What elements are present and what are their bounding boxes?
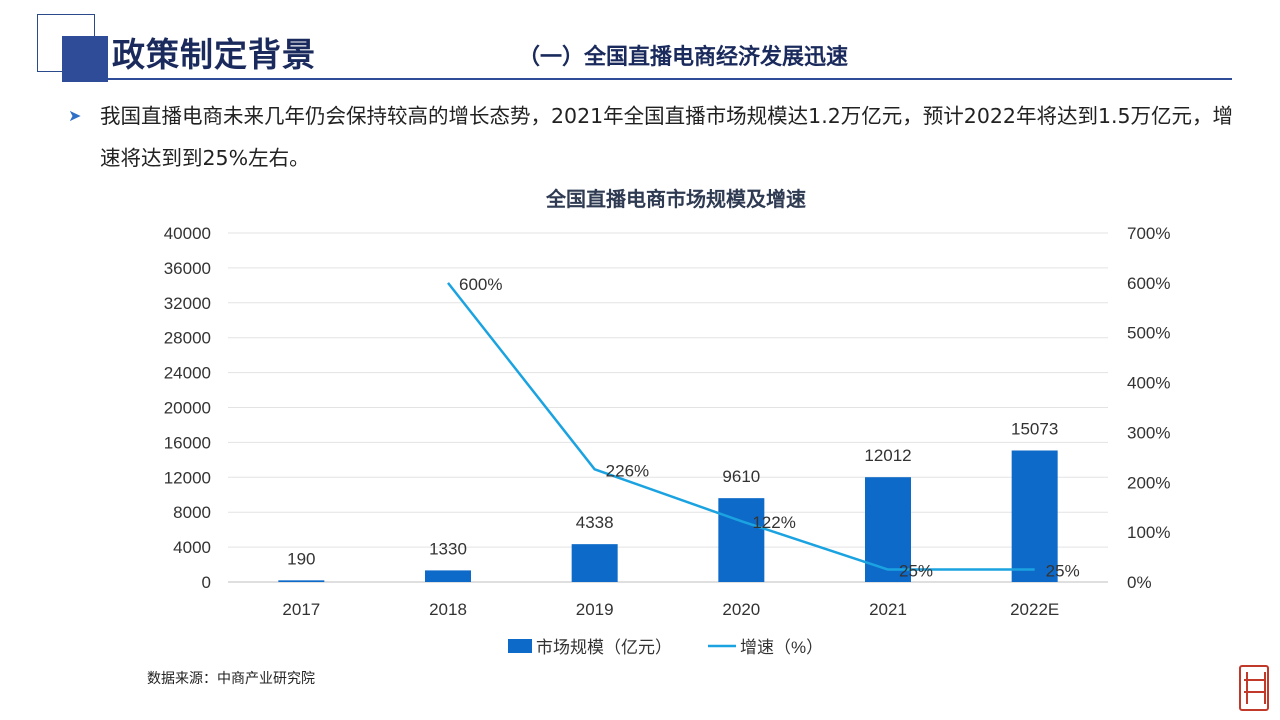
header-divider [95, 78, 1232, 80]
section-subtitle: （一）全国直播电商经济发展迅速 [518, 45, 849, 70]
line-data-label: 122% [752, 513, 795, 532]
y-left-tick-label: 16000 [164, 433, 211, 452]
y-left-tick-label: 8000 [173, 503, 211, 522]
y-left-tick-label: 20000 [164, 399, 211, 418]
y-right-tick-label: 600% [1127, 274, 1170, 293]
x-tick-label: 2017 [282, 600, 320, 619]
y-left-tick-label: 32000 [164, 294, 211, 313]
intro-paragraph: 我国直播电商未来几年仍会保持较高的增长态势，2021年全国直播市场规模达1.2万… [100, 104, 1234, 170]
bar-data-label: 190 [287, 549, 315, 568]
legend-label: 增速（%） [740, 638, 823, 657]
line-data-label: 25% [899, 562, 933, 581]
x-tick-label: 2020 [722, 600, 760, 619]
bar [1011, 450, 1058, 582]
line-data-label: 600% [459, 275, 502, 294]
bar [278, 580, 325, 582]
bar-data-label: 9610 [722, 467, 760, 486]
y-left-tick-label: 0 [202, 573, 211, 592]
y-left-tick-label: 24000 [164, 364, 211, 383]
y-left-tick-label: 12000 [164, 468, 211, 487]
y-right-tick-label: 700% [1127, 224, 1170, 243]
y-left-tick-label: 4000 [173, 538, 211, 557]
line-data-label: 25% [1046, 562, 1080, 581]
line-data-label: 226% [606, 461, 649, 480]
y-right-tick-label: 400% [1127, 374, 1170, 393]
x-tick-label: 2019 [576, 600, 614, 619]
data-source: 数据来源：中商产业研究院 [147, 671, 315, 687]
x-tick-label: 2021 [869, 600, 907, 619]
y-left-tick-label: 36000 [164, 259, 211, 278]
page-title: 政策制定背景 [112, 35, 316, 74]
legend-label: 市场规模（亿元） [536, 638, 672, 657]
arrow-right-icon: ➤ [68, 106, 82, 125]
x-tick-label: 2022E [1010, 600, 1059, 619]
y-right-tick-label: 100% [1127, 523, 1170, 542]
bar-data-label: 12012 [864, 446, 911, 465]
y-right-tick-label: 0% [1127, 573, 1152, 592]
seal-logo-icon [1239, 665, 1269, 711]
bar [425, 570, 471, 582]
bar [718, 498, 765, 582]
chart-title: 全国直播电商市场规模及增速 [546, 187, 806, 211]
bar [571, 544, 618, 582]
bar-data-label: 4338 [576, 513, 614, 532]
x-tick-label: 2018 [429, 600, 467, 619]
y-right-tick-label: 300% [1127, 423, 1170, 442]
y-right-tick-label: 200% [1127, 473, 1170, 492]
y-left-tick-label: 40000 [164, 224, 211, 243]
y-right-tick-label: 500% [1127, 324, 1170, 343]
legend-swatch-bar [508, 639, 532, 653]
bar-data-label: 15073 [1011, 419, 1058, 438]
growth-line [447, 282, 1035, 571]
bar-data-label: 1330 [429, 539, 467, 558]
title-decoration-square [62, 36, 108, 82]
y-left-tick-label: 28000 [164, 329, 211, 348]
